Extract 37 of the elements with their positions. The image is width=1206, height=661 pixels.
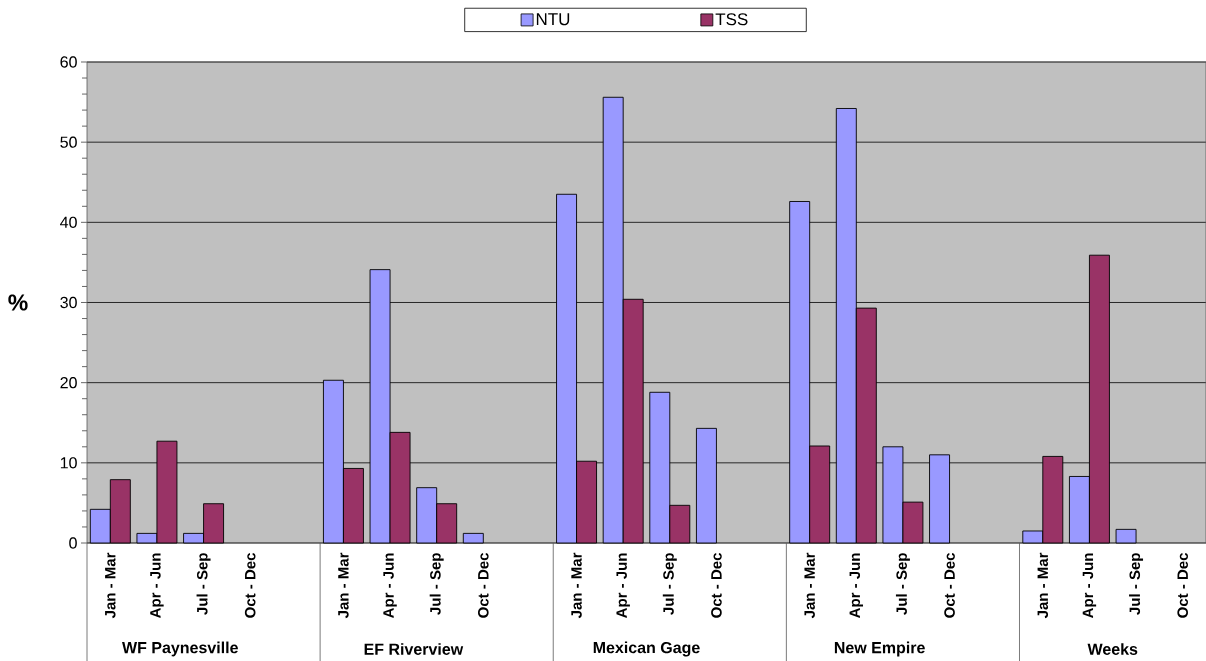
x-tick-label: Jan - Mar	[804, 552, 815, 619]
text: EF Riverview	[364, 643, 464, 655]
legend-label: TSS	[715, 13, 748, 26]
text: Weeks	[1087, 643, 1138, 655]
text: New Empire	[834, 641, 925, 657]
y-tick-label: 40	[60, 216, 77, 228]
y-tick-label: 0	[69, 537, 77, 549]
x-tick-label: Oct - Dec	[711, 552, 722, 618]
x-tick-label: Jul - Sep	[1129, 553, 1144, 615]
x-tick-label: Oct - Dec	[244, 552, 256, 618]
x-tick-label: Apr - Jun	[616, 553, 630, 618]
y-tick-label: 30	[60, 296, 77, 309]
x-tick-label: Jan - Mar	[571, 552, 582, 619]
x-tick-label: Jul - Sep	[662, 553, 677, 615]
bar	[1115, 528, 1137, 544]
x-tick-label: Jan - Mar	[1037, 552, 1049, 619]
y-tick-label: 10	[60, 457, 77, 469]
x-tick-label: Apr - Jun	[383, 553, 397, 618]
bar	[462, 532, 484, 544]
y-tick-label: 50	[60, 136, 77, 148]
x-tick-label: Jan - Mar	[338, 552, 349, 619]
x-tick-label: Apr - Jun	[150, 553, 164, 618]
x-tick-label: Apr - Jun	[1082, 553, 1097, 618]
x-tick-label: Jul - Sep	[196, 553, 211, 615]
y-tick-label: 60	[60, 56, 77, 68]
legend-label: NTU	[536, 13, 570, 26]
y-tick-label: 20	[60, 377, 77, 389]
x-tick-label: Oct - Dec	[478, 552, 489, 618]
x-tick-label: Oct - Dec	[1177, 552, 1188, 618]
text: Mexican Gage	[593, 641, 700, 657]
x-tick-label: Jul - Sep	[895, 553, 910, 615]
x-tick-label: Apr - Jun	[849, 553, 864, 618]
x-tick-label: Oct - Dec	[944, 552, 955, 618]
text: WF Paynesville	[122, 641, 238, 657]
x-tick-label: Jan - Mar	[105, 552, 116, 619]
y-axis-title: %	[8, 294, 28, 311]
x-tick-label: Jul - Sep	[429, 553, 444, 615]
